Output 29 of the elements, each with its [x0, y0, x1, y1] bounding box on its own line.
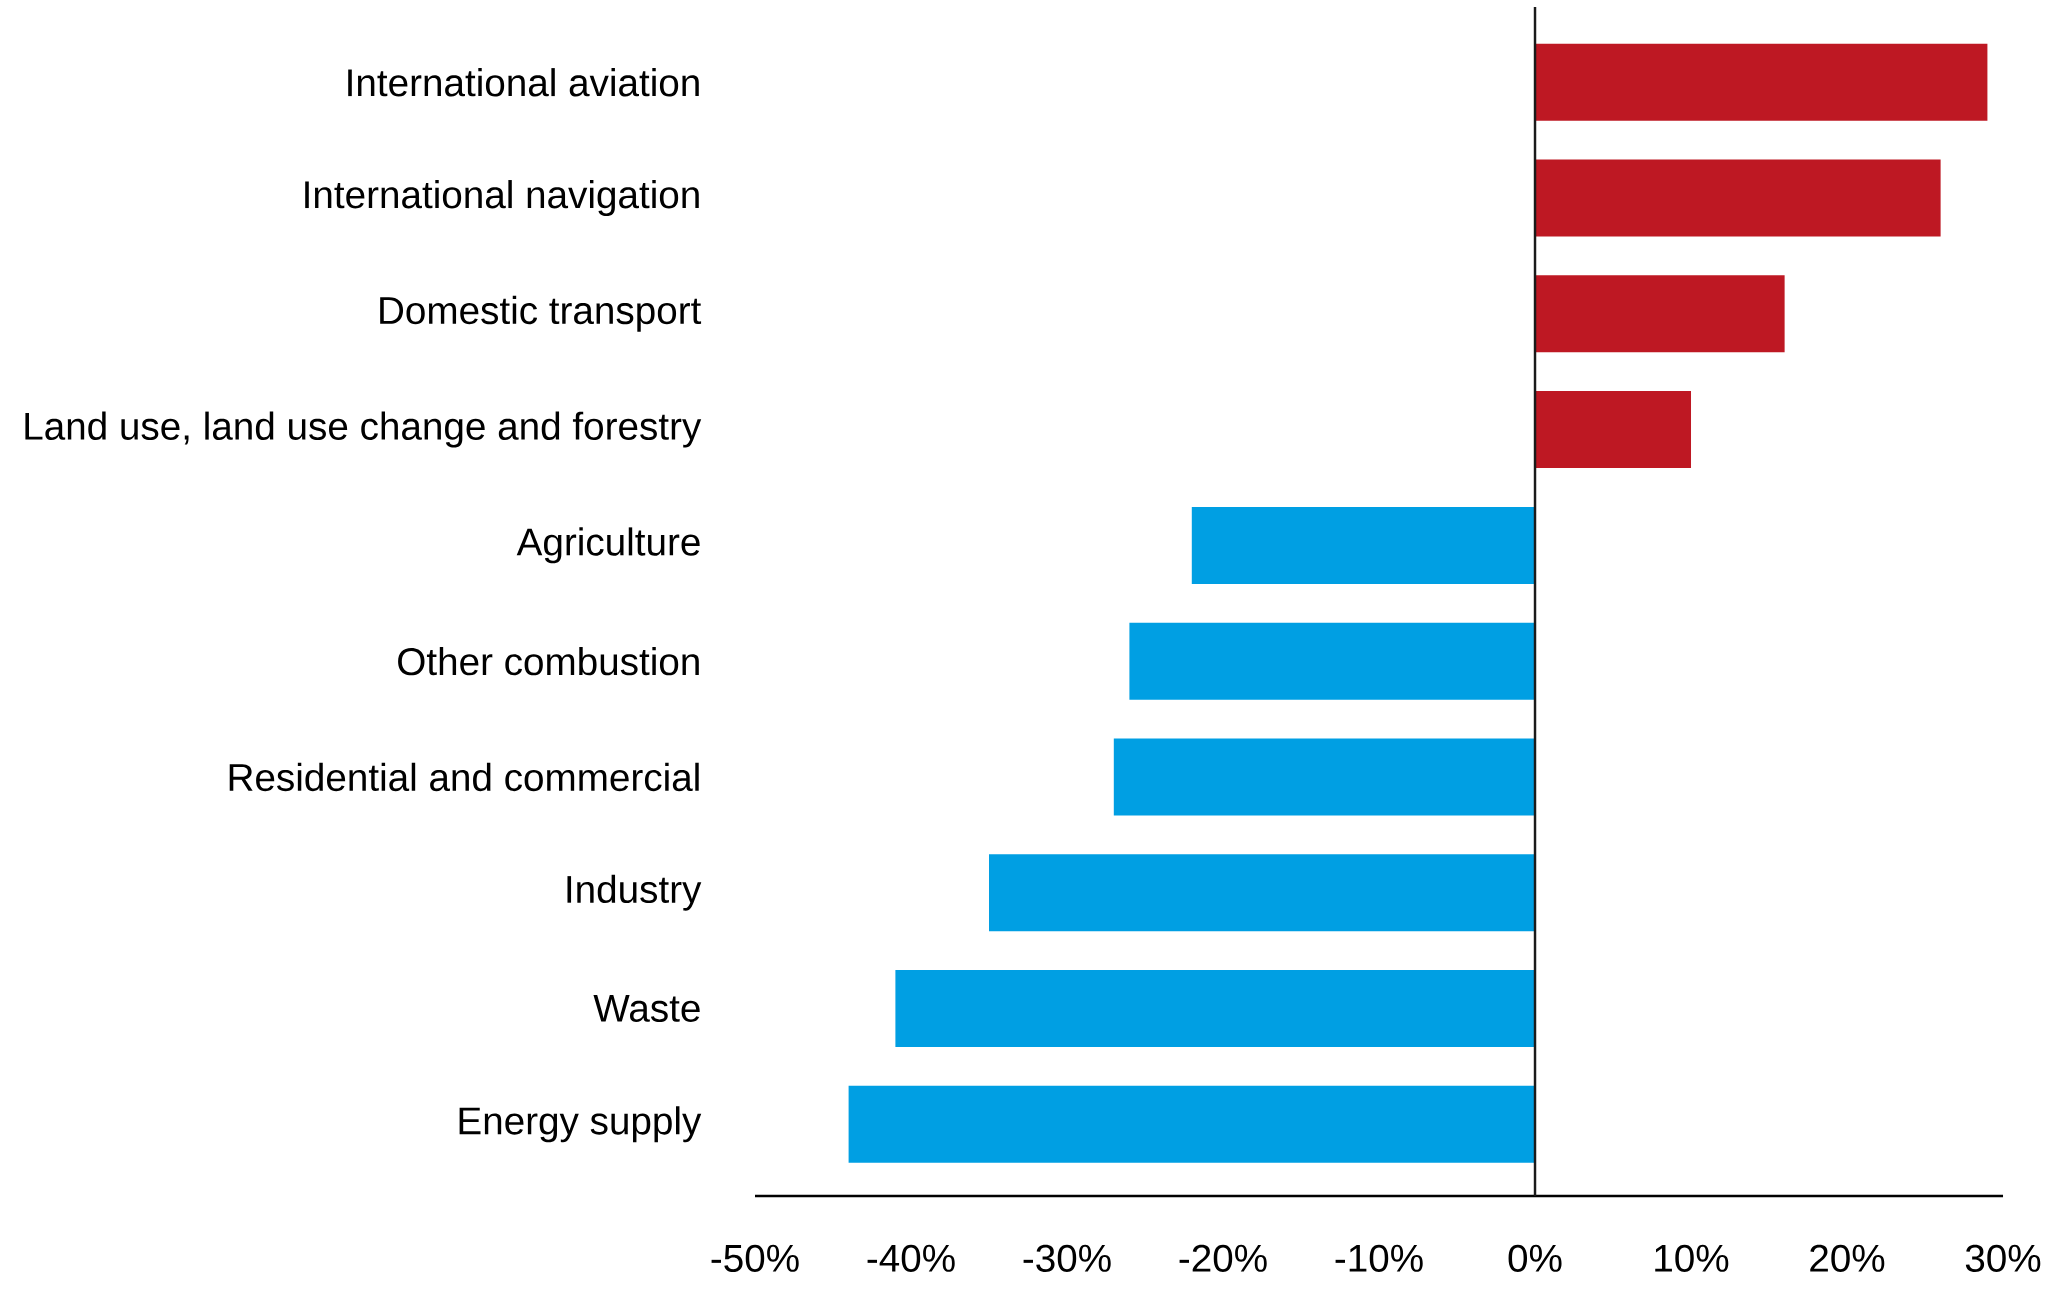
x-tick-label: 20% [1810, 1244, 1885, 1272]
x-tick-label: 0% [1508, 1244, 1562, 1272]
x-tick-label: -30% [1023, 1244, 1111, 1272]
y-tick-label: Other combustion [398, 646, 699, 676]
y-tick-label: Agriculture [516, 527, 700, 564]
bar [848, 1085, 1536, 1163]
bar [989, 854, 1536, 932]
bar [1535, 43, 1988, 121]
bar [1535, 159, 1941, 237]
bar [1191, 506, 1536, 584]
bar [1129, 622, 1536, 700]
y-tick-label: International aviation [348, 68, 699, 97]
bar [895, 969, 1536, 1047]
y-tick-label: Residential and commercial [229, 762, 699, 792]
y-tick-label: Industry [567, 874, 702, 911]
x-tick-label: -50% [711, 1244, 799, 1272]
bar [1535, 275, 1785, 353]
bar [1535, 391, 1692, 469]
x-tick-label: -40% [867, 1244, 955, 1272]
y-tick-label: Energy supply [459, 1106, 702, 1143]
y-tick-label: Land use, land use change and forestry [25, 411, 702, 448]
x-tick-label: 30% [1965, 1244, 2041, 1272]
x-tick-label: -20% [1179, 1244, 1267, 1272]
y-tick-label: Domestic transport [380, 295, 702, 332]
bar [1113, 738, 1536, 816]
x-tick-label: -10% [1335, 1244, 1423, 1272]
y-tick-label: International navigation [305, 180, 699, 217]
x-tick-label: 10% [1655, 1244, 1729, 1272]
y-tick-label: Waste [593, 995, 700, 1022]
